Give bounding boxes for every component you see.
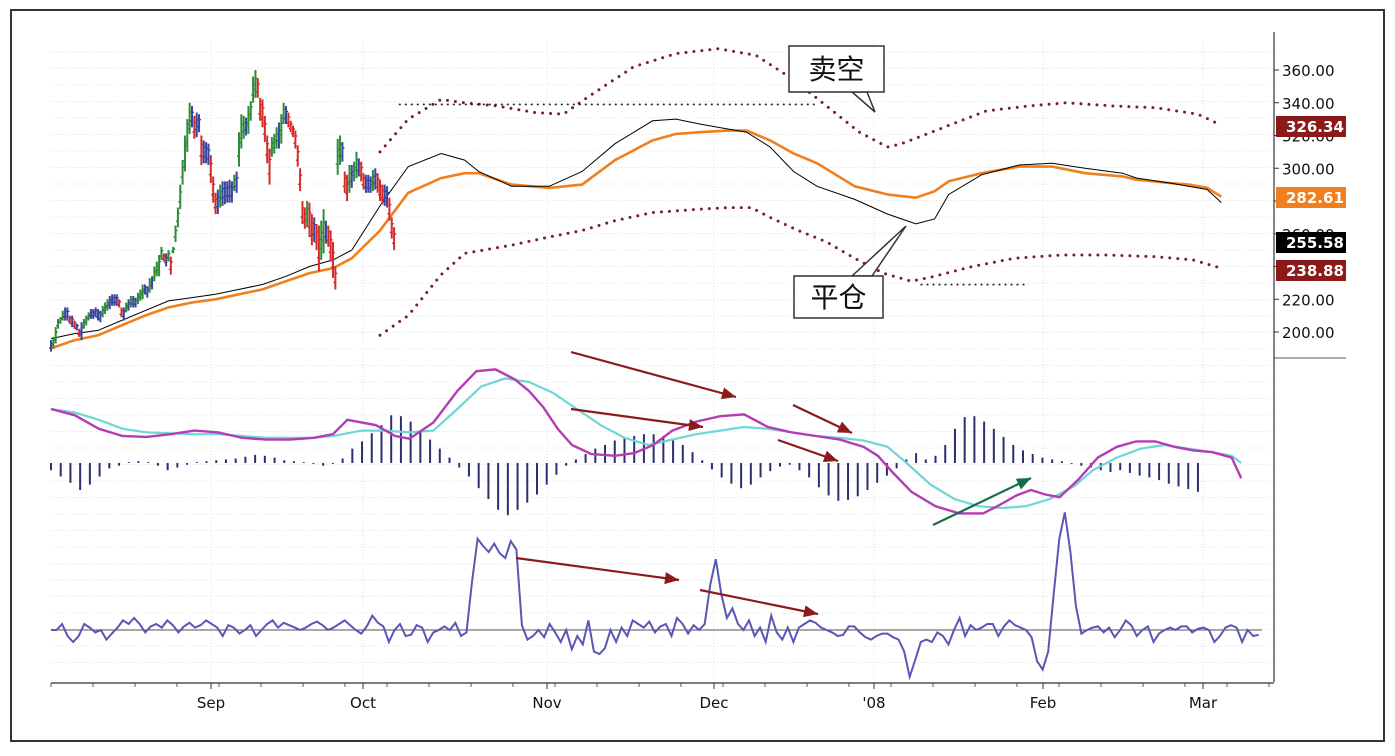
price-bar xyxy=(159,246,164,260)
price-bar xyxy=(208,155,213,183)
price-bar xyxy=(307,202,312,238)
y-tick-label: 200.00 xyxy=(1282,324,1335,342)
price-bar xyxy=(267,148,272,185)
x-tick-label: Nov xyxy=(532,694,561,712)
price-bar xyxy=(117,299,122,308)
price-bar xyxy=(333,266,338,290)
signal-line xyxy=(50,377,1242,510)
price-bar xyxy=(157,255,162,277)
price-bar xyxy=(288,120,293,133)
callout-label: 平仓 xyxy=(810,281,866,314)
price-bar xyxy=(211,176,216,203)
axis-layer: 200.00220.00240.00260.00280.00300.00320.… xyxy=(50,32,1346,712)
price-bar xyxy=(248,101,253,121)
price-bar xyxy=(298,168,303,192)
price-bar xyxy=(291,125,296,138)
last-value-label: 326.34 xyxy=(1286,118,1344,136)
price-bar xyxy=(168,256,173,275)
lower-band xyxy=(378,206,1223,337)
x-tick-label: Oct xyxy=(350,694,376,712)
last-value-box xyxy=(1276,116,1346,137)
trend-arrow xyxy=(777,438,839,463)
sma-line xyxy=(50,118,1222,340)
price-bar xyxy=(166,250,171,262)
x-tick-label: Dec xyxy=(699,694,728,712)
grid-layer xyxy=(51,40,1274,682)
trend-arrow xyxy=(515,556,680,585)
price-bar xyxy=(255,78,260,98)
price-bar xyxy=(359,161,364,182)
callout-close-position: 平仓 xyxy=(793,225,907,319)
price-bar xyxy=(286,112,291,128)
x-tick-label: Feb xyxy=(1030,694,1057,712)
oscillator-panel xyxy=(51,512,1262,681)
x-tick-label: '08 xyxy=(862,694,885,712)
price-bar xyxy=(331,241,335,278)
price-bar xyxy=(387,197,392,221)
price-bar xyxy=(392,227,397,251)
price-bar xyxy=(328,230,333,262)
price-bar xyxy=(265,135,270,164)
last-value-box xyxy=(1276,232,1346,253)
callout-label: 卖空 xyxy=(808,53,864,86)
price-bar xyxy=(171,246,176,254)
trend-arrow xyxy=(699,588,819,618)
y-tick-label: 340.00 xyxy=(1282,95,1335,113)
price-bar xyxy=(206,143,211,165)
macd-line xyxy=(50,368,1243,515)
price-bar xyxy=(234,171,239,193)
last-value-label: 255.58 xyxy=(1286,234,1344,252)
ema-line xyxy=(50,129,1222,350)
trend-arrow xyxy=(932,477,1032,526)
price-bar xyxy=(70,315,75,328)
price-bar xyxy=(74,323,79,331)
upper-band xyxy=(378,47,1223,154)
price-bar xyxy=(293,130,298,149)
price-panel xyxy=(49,47,1346,359)
price-bar xyxy=(284,106,288,125)
price-bar xyxy=(173,225,178,242)
trend-arrow xyxy=(570,407,704,432)
callout-sell-short: 卖空 xyxy=(788,45,885,113)
y-tick-label: 300.00 xyxy=(1282,160,1335,178)
price-bar xyxy=(340,142,345,162)
x-tick-label: Mar xyxy=(1189,694,1218,712)
last-value-label: 282.61 xyxy=(1286,189,1344,207)
y-tick-label: 220.00 xyxy=(1282,291,1335,309)
x-tick-label: Sep xyxy=(197,694,225,712)
price-bar xyxy=(114,294,119,306)
chart-frame xyxy=(10,9,1385,742)
price-bar xyxy=(175,207,180,228)
y-tick-label: 360.00 xyxy=(1282,62,1335,80)
price-bar xyxy=(262,115,267,143)
price-bar xyxy=(375,173,380,193)
price-bar xyxy=(385,186,390,208)
last-value-box xyxy=(1276,187,1346,208)
trend-arrow xyxy=(570,350,737,400)
trend-arrow xyxy=(792,404,853,434)
price-bar xyxy=(53,327,58,344)
last-value-box xyxy=(1276,260,1346,281)
last-value-label: 238.88 xyxy=(1286,262,1344,280)
price-bar xyxy=(65,307,70,321)
price-bar xyxy=(260,99,265,128)
price-bar xyxy=(178,184,183,210)
price-bar xyxy=(295,145,300,167)
price-bar xyxy=(72,320,77,329)
macd-panel xyxy=(50,368,1275,520)
price-bar xyxy=(190,106,194,128)
price-bar xyxy=(389,217,394,239)
oscillator-line xyxy=(51,512,1259,681)
price-bar xyxy=(197,114,202,133)
